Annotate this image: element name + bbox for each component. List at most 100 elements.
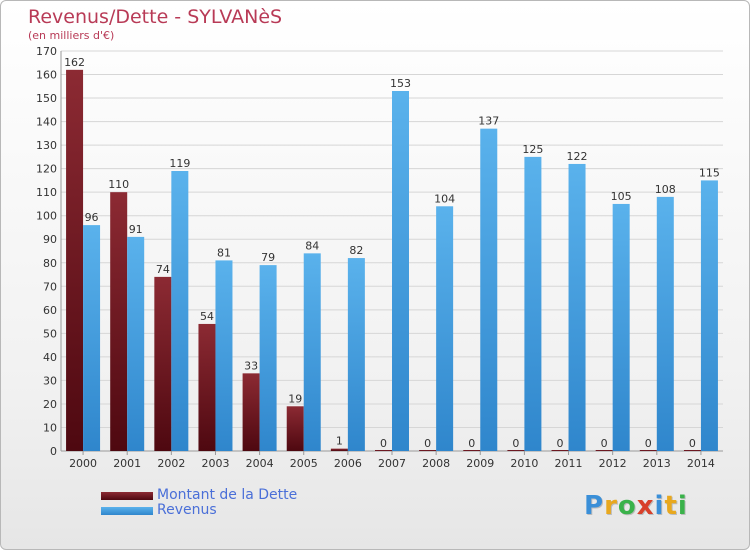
- bar-debt: [110, 192, 128, 452]
- x-tick-label: 2004: [246, 457, 274, 470]
- bar-debt: [66, 69, 84, 451]
- y-tick-label: 40: [43, 351, 57, 364]
- y-tick-label: 20: [43, 398, 57, 411]
- y-tick-label: 120: [36, 163, 57, 176]
- data-label-revenus: 119: [169, 157, 190, 170]
- data-label-revenus: 137: [478, 115, 499, 128]
- x-tick-label: 2014: [687, 457, 715, 470]
- x-tick-label: 2008: [422, 457, 450, 470]
- data-label-debt: 0: [512, 437, 519, 450]
- data-label-revenus: 104: [434, 192, 455, 205]
- x-tick-label: 2011: [555, 457, 583, 470]
- data-label-debt: 0: [689, 437, 696, 450]
- bar-debt: [286, 406, 304, 451]
- bar-debt: [198, 323, 216, 451]
- x-tick-label: 2001: [113, 457, 141, 470]
- logo-letter: t: [664, 491, 678, 521]
- y-tick-label: 80: [43, 257, 57, 270]
- logo-letter: i: [654, 491, 665, 521]
- data-label-revenus: 82: [349, 244, 363, 257]
- y-tick-label: 50: [43, 327, 57, 340]
- y-tick-label: 110: [36, 186, 57, 199]
- data-label-debt: 0: [468, 437, 475, 450]
- bar-revenus: [524, 156, 542, 451]
- x-tick-label: 2010: [510, 457, 538, 470]
- data-label-debt: 0: [645, 437, 652, 450]
- logo-letter: r: [604, 491, 618, 521]
- data-label-revenus: 122: [567, 150, 588, 163]
- bar-revenus: [347, 258, 365, 451]
- legend-label-debt: Montant de la Dette: [157, 487, 298, 503]
- y-tick-label: 150: [36, 92, 57, 105]
- bar-revenus: [83, 225, 101, 451]
- bar-revenus: [303, 253, 321, 451]
- bar-revenus: [700, 180, 718, 452]
- data-label-revenus: 91: [129, 223, 143, 236]
- data-label-revenus: 105: [611, 190, 632, 203]
- data-label-revenus: 96: [85, 211, 99, 224]
- bar-revenus: [656, 196, 674, 451]
- logo-letter: i: [677, 491, 688, 521]
- x-axis-ticks: 2000 2001 2002 2003 2004 2005 2006 2007 2008 2009…: [69, 451, 715, 470]
- y-tick-label: 170: [36, 45, 57, 58]
- y-tick-label: 0: [50, 445, 57, 458]
- x-tick-label: 2002: [157, 457, 185, 470]
- chart-title: Revenus/Dette - SYLVANèS: [28, 6, 283, 28]
- bar-debt: [639, 450, 657, 451]
- bar-revenus: [612, 203, 630, 451]
- data-label-revenus: 115: [699, 166, 720, 179]
- y-tick-label: 140: [36, 116, 57, 129]
- bar-debt: [463, 450, 481, 451]
- bar-debt: [242, 373, 260, 451]
- data-label-debt: 19: [288, 392, 302, 405]
- bar-revenus: [392, 91, 409, 451]
- bar-revenus: [436, 206, 454, 451]
- bar-debt: [595, 450, 613, 451]
- x-tick-label: 2009: [466, 457, 494, 470]
- x-tick-label: 2012: [599, 457, 627, 470]
- x-tick-label: 2005: [290, 457, 318, 470]
- bar-revenus: [568, 163, 586, 452]
- bar-revenus: [215, 260, 233, 451]
- x-tick-label: 2013: [643, 457, 671, 470]
- bar-debt: [330, 448, 348, 451]
- data-label-debt: 0: [424, 437, 431, 450]
- x-tick-label: 2006: [334, 457, 362, 470]
- y-tick-label: 160: [36, 69, 57, 82]
- chart-subtitle: (en milliers d'€): [28, 29, 115, 42]
- data-label-debt: 1: [336, 435, 343, 448]
- legend-swatch-revenus: [101, 507, 153, 515]
- y-tick-label: 60: [43, 304, 57, 317]
- y-tick-label: 130: [36, 139, 57, 152]
- data-labels: 162 96 110 91 74 119 54 81 33 79 19 84 1 82 0 153 0 104 0 1…: [64, 56, 720, 450]
- y-tick-label: 70: [43, 280, 57, 293]
- data-label-debt: 0: [380, 437, 387, 450]
- logo-letter: P: [584, 491, 605, 521]
- bar-revenus: [127, 236, 145, 451]
- y-tick-label: 100: [36, 210, 57, 223]
- bar-debt: [419, 450, 437, 451]
- bar-debt: [154, 276, 172, 451]
- y-tick-label: 90: [43, 233, 57, 246]
- data-label-debt: 74: [156, 263, 170, 276]
- y-tick-label: 10: [43, 421, 57, 434]
- bar-debt: [683, 450, 701, 451]
- data-label-revenus: 125: [522, 143, 543, 156]
- y-tick-label: 30: [43, 374, 57, 387]
- bar-debt: [507, 450, 525, 451]
- y-axis-ticks: 0 10 20 30 40 50 60 70 80 90 100 110 120 130 140 150 160…: [36, 45, 57, 458]
- data-label-debt: 33: [244, 359, 258, 372]
- data-label-revenus: 81: [217, 246, 231, 259]
- x-tick-label: 2003: [201, 457, 229, 470]
- data-label-debt: 0: [557, 437, 564, 450]
- data-label-debt: 162: [64, 56, 85, 69]
- bar-debt: [551, 450, 569, 451]
- legend-label-revenus: Revenus: [157, 502, 217, 518]
- x-tick-label: 2000: [69, 457, 97, 470]
- logo-letter: x: [636, 491, 655, 521]
- bars: [66, 69, 718, 452]
- bar-revenus: [480, 128, 498, 451]
- bar-debt: [375, 450, 392, 451]
